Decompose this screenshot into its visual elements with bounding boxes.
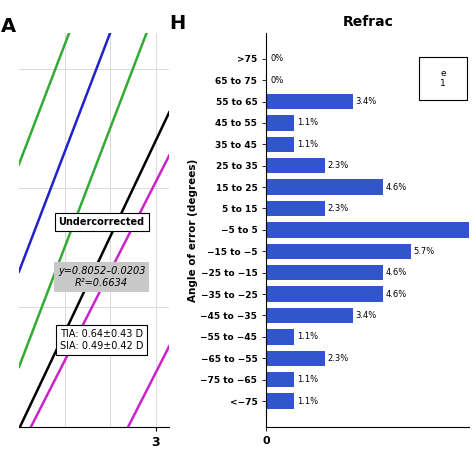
Text: 4.6%: 4.6% [385,268,407,277]
Text: H: H [169,13,185,33]
Text: A: A [1,18,16,36]
Bar [266,94,353,109]
Text: Undercorrected: Undercorrected [59,217,145,227]
Bar [266,329,294,345]
Bar [266,393,294,409]
Bar [266,286,383,302]
Text: 4.6%: 4.6% [385,182,407,191]
Text: 1.1%: 1.1% [297,140,318,149]
Bar [266,222,474,237]
Bar [266,158,325,173]
Bar [266,308,353,323]
Text: 3.4%: 3.4% [355,97,376,106]
Text: 1.1%: 1.1% [297,118,318,128]
Bar [266,351,325,366]
Text: 5.7%: 5.7% [413,247,435,256]
Text: 1.1%: 1.1% [297,332,318,341]
Bar [266,179,383,195]
Text: 2.3%: 2.3% [327,354,348,363]
Bar [266,244,411,259]
Text: 2.3%: 2.3% [327,161,348,170]
Y-axis label: Angle of error (degrees): Angle of error (degrees) [188,158,198,301]
Text: e
1: e 1 [440,69,446,88]
Text: 2.3%: 2.3% [327,204,348,213]
Text: y=0.8052–0.0203
R²=0.6634: y=0.8052–0.0203 R²=0.6634 [58,266,146,288]
Text: 1.1%: 1.1% [297,375,318,384]
Bar [266,201,325,216]
Text: 0%: 0% [270,76,283,85]
Bar [266,115,294,131]
Text: 0%: 0% [270,54,283,63]
Bar [266,265,383,281]
Title: Refrac: Refrac [342,15,393,29]
Text: TIA: 0.64±0.43 D
SIA: 0.49±0.42 D: TIA: 0.64±0.43 D SIA: 0.49±0.42 D [60,329,143,351]
FancyBboxPatch shape [419,57,467,100]
Bar [266,137,294,152]
Bar [266,372,294,387]
Text: 1.1%: 1.1% [297,397,318,406]
Text: 4.6%: 4.6% [385,290,407,299]
Text: 3.4%: 3.4% [355,311,376,320]
